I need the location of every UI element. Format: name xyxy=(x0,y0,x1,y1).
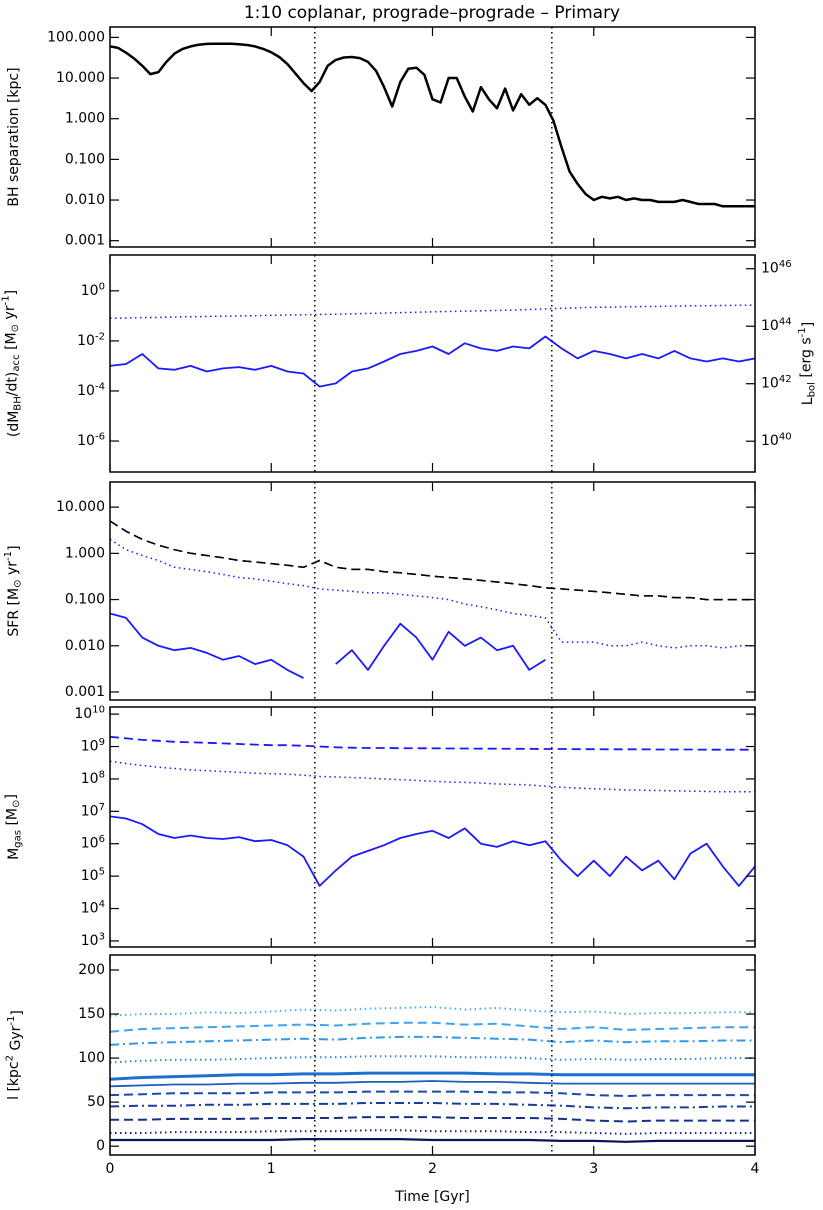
series-line xyxy=(110,1055,755,1064)
series-line xyxy=(110,1021,755,1033)
y-tick-label: 100 xyxy=(78,1050,105,1066)
series-line xyxy=(110,735,755,751)
series-line xyxy=(110,815,755,887)
series-line xyxy=(110,1129,755,1135)
y2-axis-label: Lbol [erg s-1] xyxy=(797,322,817,405)
series-line xyxy=(110,760,755,793)
series-line xyxy=(110,1006,755,1017)
y-tick-label: 103​ xyxy=(81,931,105,949)
series-line xyxy=(110,335,755,388)
series-line xyxy=(110,1102,755,1110)
y-axis-label: BH separation [kpc] xyxy=(6,67,22,206)
y-tick-label: 1010​ xyxy=(74,705,105,723)
y-tick-label: 0.001 xyxy=(65,233,105,249)
y-tick-label: 10.000 xyxy=(56,499,105,515)
y-tick-label: 108​ xyxy=(81,769,105,787)
series-line xyxy=(110,520,755,601)
y-tick-label: 1.000 xyxy=(65,545,105,561)
y2-tick-label: 1040​ xyxy=(761,432,792,450)
y-axis-label: SFR [M⊙ yr-1] xyxy=(3,545,23,636)
plot-frame xyxy=(109,481,756,701)
y-tick-label: 0 xyxy=(96,1138,105,1154)
series-line xyxy=(110,304,755,320)
x-axis-label: Time [Gyr] xyxy=(394,1189,470,1205)
y-tick-label: 0.010 xyxy=(65,638,105,654)
y-tick-label: 109​ xyxy=(81,737,105,755)
y2-tick-label: 1044​ xyxy=(761,317,792,335)
x-tick-label: 4 xyxy=(751,1161,760,1177)
y-tick-label: 106​ xyxy=(81,834,105,852)
y-tick-label: 0.100 xyxy=(65,151,105,167)
y-tick-label: 0.001 xyxy=(65,684,105,700)
plot-frame xyxy=(109,954,756,1156)
series-line xyxy=(110,520,755,601)
x-tick-label: 3 xyxy=(589,1161,598,1177)
x-tick-label: 1 xyxy=(267,1161,276,1177)
chart-title: 1:10 coplanar, prograde–prograde – Prima… xyxy=(244,3,620,23)
series-line xyxy=(110,42,755,208)
y-tick-label: 1.000 xyxy=(65,111,105,127)
series-line xyxy=(110,1116,755,1123)
y-axis-label: (dMBH/dt)acc [M⊙ yr-1] xyxy=(0,290,23,437)
series-line xyxy=(110,538,755,649)
series-line xyxy=(110,1080,755,1088)
y-axis-label: Mgas [M⊙] xyxy=(3,794,23,860)
x-tick-label: 2 xyxy=(428,1161,437,1177)
y-tick-label: 0.010 xyxy=(65,192,105,208)
series-line xyxy=(110,1035,755,1046)
y-tick-label: 104​ xyxy=(81,899,105,917)
y-tick-label: 10-4​ xyxy=(77,381,105,399)
plot-frame xyxy=(109,706,756,948)
y-tick-label: 10-2​ xyxy=(77,331,105,349)
plot-frame xyxy=(109,26,756,248)
plot-frame xyxy=(109,254,756,473)
y-tick-label: 10-6​ xyxy=(77,432,105,450)
y-tick-label: 10.000 xyxy=(56,70,105,86)
y-tick-label: 150 xyxy=(78,1006,105,1022)
series-line xyxy=(110,1138,755,1143)
y-tick-label: 105​ xyxy=(81,867,105,885)
y-tick-label: 100.000 xyxy=(47,29,105,45)
series-line xyxy=(110,1090,755,1097)
y-axis-label: l [kpc2 Gyr-1] xyxy=(4,1010,25,1100)
y2-tick-label: 1042​ xyxy=(761,374,792,392)
y2-tick-label: 1046​ xyxy=(761,259,792,277)
series-line xyxy=(110,612,546,679)
x-tick-label: 0 xyxy=(106,1161,115,1177)
y-tick-label: 0.100 xyxy=(65,592,105,608)
y-tick-label: 107​ xyxy=(81,802,105,820)
y-tick-label: 200 xyxy=(78,962,105,978)
series-line xyxy=(110,1071,755,1081)
y-tick-label: 50 xyxy=(87,1094,105,1110)
y-tick-label: 100​ xyxy=(81,281,105,299)
